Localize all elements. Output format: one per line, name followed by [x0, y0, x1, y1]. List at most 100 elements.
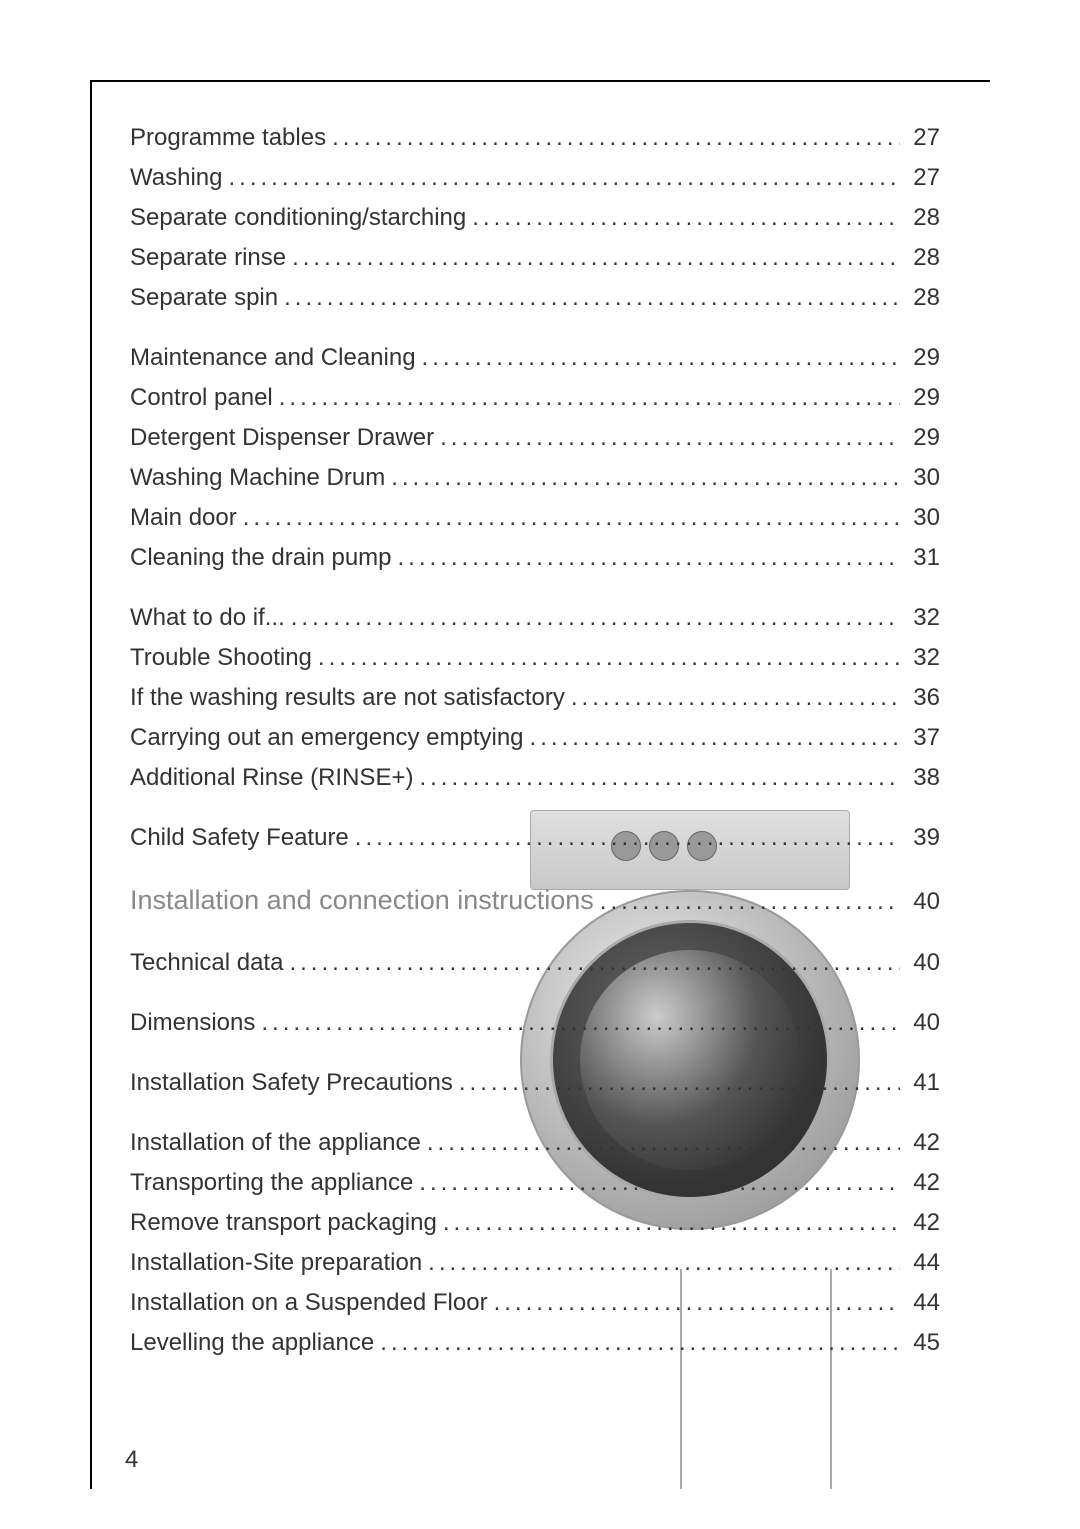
toc-dots: ........................................… [326, 120, 900, 156]
toc-title: Additional Rinse (RINSE+) [130, 760, 413, 796]
toc-dots: ........................................… [392, 540, 900, 576]
toc-dots: ........................................… [349, 820, 900, 856]
toc-title: Cleaning the drain pump [130, 540, 392, 576]
toc-title: Technical data [130, 945, 283, 981]
toc-title: Installation on a Suspended Floor [130, 1285, 488, 1321]
toc-title: Child Safety Feature [130, 820, 349, 856]
toc-dots: ........................................… [466, 200, 900, 236]
toc-page: 44 [900, 1245, 940, 1281]
toc-title: Control panel [130, 380, 273, 416]
toc-row: Technical data..........................… [130, 945, 940, 981]
toc-dots: ........................................… [416, 340, 900, 376]
toc-row: Washing Machine Drum....................… [130, 460, 940, 496]
toc-page: 28 [900, 240, 940, 276]
toc-group: Technical data..........................… [130, 945, 940, 981]
toc-dots: ........................................… [283, 945, 900, 981]
toc-page: 45 [900, 1325, 940, 1361]
toc-page: 27 [900, 120, 940, 156]
toc-page: 29 [900, 420, 940, 456]
toc-dots: ........................................… [437, 1205, 900, 1241]
toc-title: Separate rinse [130, 240, 286, 276]
toc-row: Remove transport packaging..............… [130, 1205, 940, 1241]
toc-group: Installation of the appliance...........… [130, 1125, 940, 1361]
toc-dots: ........................................… [285, 600, 900, 636]
toc-row: Installation on a Suspended Floor.......… [130, 1285, 940, 1321]
toc-page: 40 [900, 945, 940, 981]
toc-dots: ........................................… [594, 884, 900, 920]
toc-row: Additional Rinse (RINSE+)...............… [130, 760, 940, 796]
toc-title: Levelling the appliance [130, 1325, 374, 1361]
toc-group: What to do if...........................… [130, 600, 940, 796]
toc-title: Remove transport packaging [130, 1205, 437, 1241]
toc-title: Separate conditioning/starching [130, 200, 466, 236]
toc-page: 38 [900, 760, 940, 796]
toc-page: 42 [900, 1165, 940, 1201]
toc-row: Trouble Shooting........................… [130, 640, 940, 676]
toc-dots: ........................................… [453, 1065, 900, 1101]
toc-page: 29 [900, 340, 940, 376]
toc-dots: ........................................… [222, 160, 900, 196]
toc-row: Installation of the appliance...........… [130, 1125, 940, 1161]
toc-page: 31 [900, 540, 940, 576]
toc-dots: ........................................… [278, 280, 900, 316]
toc-group: Maintenance and Cleaning................… [130, 340, 940, 576]
toc-row: Installation Safety Precautions.........… [130, 1065, 940, 1101]
toc-title: Carrying out an emergency emptying [130, 720, 524, 756]
toc-page: 39 [900, 820, 940, 856]
toc-row: Separate conditioning/starching.........… [130, 200, 940, 236]
toc-dots: ........................................… [413, 760, 900, 796]
toc-page: 32 [900, 600, 940, 636]
toc-group: Installation Safety Precautions.........… [130, 1065, 940, 1101]
toc-title: Programme tables [130, 120, 326, 156]
toc-page: 28 [900, 280, 940, 316]
toc-title: Installation of the appliance [130, 1125, 421, 1161]
page-number: 4 [125, 1446, 138, 1474]
toc-title: Installation-Site preparation [130, 1245, 422, 1281]
toc-page: 42 [900, 1205, 940, 1241]
toc-row: Cleaning the drain pump.................… [130, 540, 940, 576]
toc-dots: ........................................… [374, 1325, 900, 1361]
toc-page: 36 [900, 680, 940, 716]
toc-page: 44 [900, 1285, 940, 1321]
toc-row: Transporting the appliance..............… [130, 1165, 940, 1201]
toc-dots: ........................................… [565, 680, 900, 716]
toc-page: 27 [900, 160, 940, 196]
toc-page: 37 [900, 720, 940, 756]
toc-page: 42 [900, 1125, 940, 1161]
toc-dots: ........................................… [385, 460, 900, 496]
toc-row: Washing.................................… [130, 160, 940, 196]
toc-title: Detergent Dispenser Drawer [130, 420, 434, 456]
toc-row: Carrying out an emergency emptying......… [130, 720, 940, 756]
toc-dots: ........................................… [421, 1125, 900, 1161]
toc-title: What to do if... [130, 600, 285, 636]
toc-row: If the washing results are not satisfact… [130, 680, 940, 716]
toc-dots: ........................................… [286, 240, 900, 276]
toc-title: Transporting the appliance [130, 1165, 413, 1201]
toc-title: Main door [130, 500, 237, 536]
toc-row: Control panel...........................… [130, 380, 940, 416]
toc-title: If the washing results are not satisfact… [130, 680, 565, 716]
toc-group: Programme tables........................… [130, 120, 940, 316]
toc-dots: ........................................… [422, 1245, 900, 1281]
toc-row: Dimensions..............................… [130, 1005, 940, 1041]
toc-title: Installation and connection instructions [130, 880, 594, 921]
toc-dots: ........................................… [413, 1165, 900, 1201]
toc-dots: ........................................… [255, 1005, 900, 1041]
toc-page: 28 [900, 200, 940, 236]
toc-title: Separate spin [130, 280, 278, 316]
toc-title: Installation Safety Precautions [130, 1065, 453, 1101]
toc-row: Levelling the appliance.................… [130, 1325, 940, 1361]
toc-row: Main door...............................… [130, 500, 940, 536]
toc-page: 30 [900, 500, 940, 536]
toc-title: Trouble Shooting [130, 640, 312, 676]
toc-page: 40 [900, 1005, 940, 1041]
toc-row: Detergent Dispenser Drawer..............… [130, 420, 940, 456]
toc-dots: ........................................… [434, 420, 900, 456]
toc-title: Dimensions [130, 1005, 255, 1041]
toc-row: Child Safety Feature....................… [130, 820, 940, 856]
toc-row: Installation-Site preparation...........… [130, 1245, 940, 1281]
toc-group: Child Safety Feature....................… [130, 820, 940, 856]
toc-page: 29 [900, 380, 940, 416]
toc-dots: ........................................… [488, 1285, 900, 1321]
toc-row: Installation and connection instructions… [130, 880, 940, 921]
